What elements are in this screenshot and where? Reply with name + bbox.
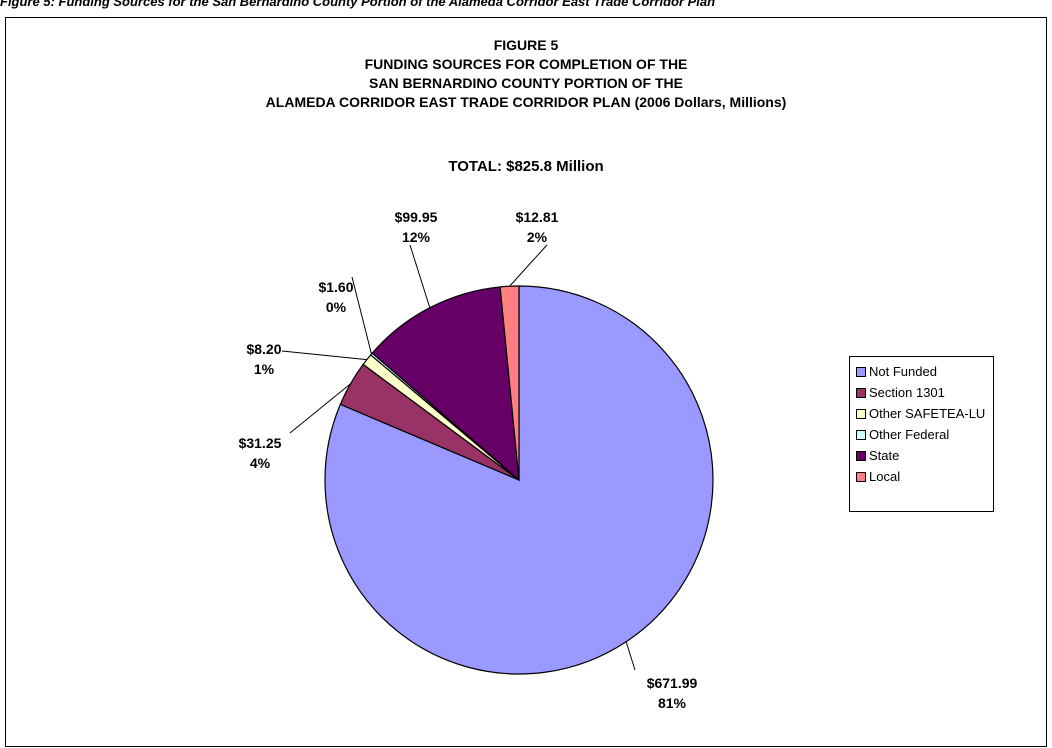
data-label-percent: 0% <box>326 299 347 315</box>
legend-swatch <box>856 450 866 461</box>
leader-line <box>625 641 636 671</box>
legend-label: Other Federal <box>869 427 950 442</box>
chart-title-line: FUNDING SOURCES FOR COMPLETION OF THE <box>364 56 688 72</box>
chart-subtitle: TOTAL: $825.8 Million <box>448 158 604 175</box>
chart-title-line: FIGURE 5 <box>493 37 559 53</box>
chart-frame: FIGURE 5 FUNDING SOURCES FOR COMPLETION … <box>5 17 1047 747</box>
data-label-percent: 12% <box>402 229 431 245</box>
data-label-value: $1.60 <box>318 279 353 295</box>
legend-item: Local <box>856 466 993 487</box>
leader-line <box>509 244 548 287</box>
chart-title: FIGURE 5 FUNDING SOURCES FOR COMPLETION … <box>6 36 1046 112</box>
legend-label: Local <box>869 469 901 484</box>
leader-line <box>289 383 351 434</box>
leader-line <box>281 350 367 361</box>
legend-label: Other SAFETEA-LU <box>869 406 986 421</box>
legend-item: State <box>856 445 993 466</box>
chart-title-line: SAN BERNARDINO COUNTY PORTION OF THE <box>369 75 683 91</box>
leader-line <box>409 244 431 308</box>
pie-chart: $671.99 81% $31.25 4% $8.20 1% $1.60 0% $99.95 12… <box>239 209 714 711</box>
legend-swatch <box>856 429 866 440</box>
legend-item: Section 1301 <box>856 382 993 403</box>
legend-label: Section 1301 <box>869 385 945 400</box>
data-label-value: $99.95 <box>395 209 438 225</box>
legend-swatch <box>856 366 866 377</box>
legend-item: Other Federal <box>856 424 993 445</box>
pie-slice <box>499 285 520 481</box>
leader-line <box>351 276 372 355</box>
data-label-percent: 2% <box>527 229 548 245</box>
legend-swatch <box>856 408 866 419</box>
data-label-percent: 1% <box>254 361 275 377</box>
legend-item: Not Funded <box>856 361 993 382</box>
data-label-value: $671.99 <box>647 675 698 691</box>
legend-label: State <box>869 448 900 463</box>
legend-label: Not Funded <box>869 364 937 379</box>
legend-item: Other SAFETEA-LU <box>856 403 993 424</box>
legend-swatch <box>856 387 866 398</box>
pie-slice <box>371 286 520 482</box>
chart-title-line: ALAMEDA CORRIDOR EAST TRADE CORRIDOR PLA… <box>265 94 787 110</box>
legend: Not Funded Section 1301 Other SAFETEA-LU… <box>849 356 994 512</box>
legend-swatch <box>856 471 866 482</box>
data-label-value: $31.25 <box>239 435 282 451</box>
data-label-value: $12.81 <box>516 209 559 225</box>
data-label-value: $8.20 <box>246 341 281 357</box>
data-label-percent: 4% <box>250 455 271 471</box>
page-caption: Figure 5: Funding Sources for the San Be… <box>0 0 716 9</box>
data-label-percent: 81% <box>658 695 687 711</box>
